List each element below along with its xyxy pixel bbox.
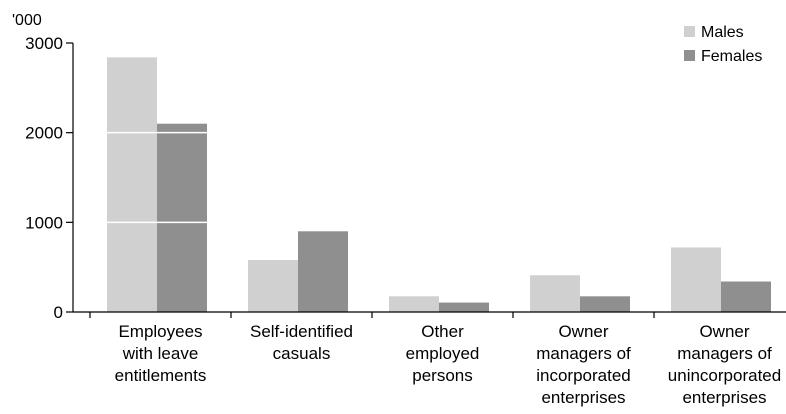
bar-males-3: [530, 275, 580, 312]
bar-males-2: [389, 296, 439, 312]
bar-females-3: [580, 296, 630, 312]
x-category-label: Employees with leave entitlements: [115, 322, 207, 385]
x-axis: Employees with leave entitlements Self-iden…: [73, 312, 786, 407]
bar-females-2: [439, 303, 489, 312]
bar-females-4: [721, 282, 771, 312]
bar-females-0: [157, 124, 207, 312]
legend: Males Females: [684, 24, 762, 65]
legend-label-males: Males: [701, 24, 744, 41]
x-category-label: Owner managers of unincorporated enterprise…: [668, 322, 781, 407]
legend-swatch-males: [684, 26, 695, 37]
y-unit-label: '000: [12, 12, 42, 29]
bar-males-1: [248, 260, 298, 312]
x-category-label: Owner managers of incorporated enterprises: [536, 322, 631, 407]
y-tick-label: 2000: [25, 124, 63, 143]
y-tick-label: 3000: [25, 34, 63, 53]
bar-males-0: [107, 57, 157, 312]
bar-females-1: [298, 231, 348, 312]
bar-males-4: [671, 247, 721, 312]
legend-swatch-females: [684, 50, 695, 61]
y-axis: 0 1000 2000 3000: [25, 34, 73, 322]
y-tick-label: 1000: [25, 213, 63, 232]
y-tick-label: 0: [54, 303, 63, 322]
x-category-label: Self-identified casuals: [250, 322, 353, 363]
x-category-label: Other employed persons: [406, 322, 480, 385]
legend-label-females: Females: [701, 48, 762, 65]
bars: [107, 57, 771, 312]
